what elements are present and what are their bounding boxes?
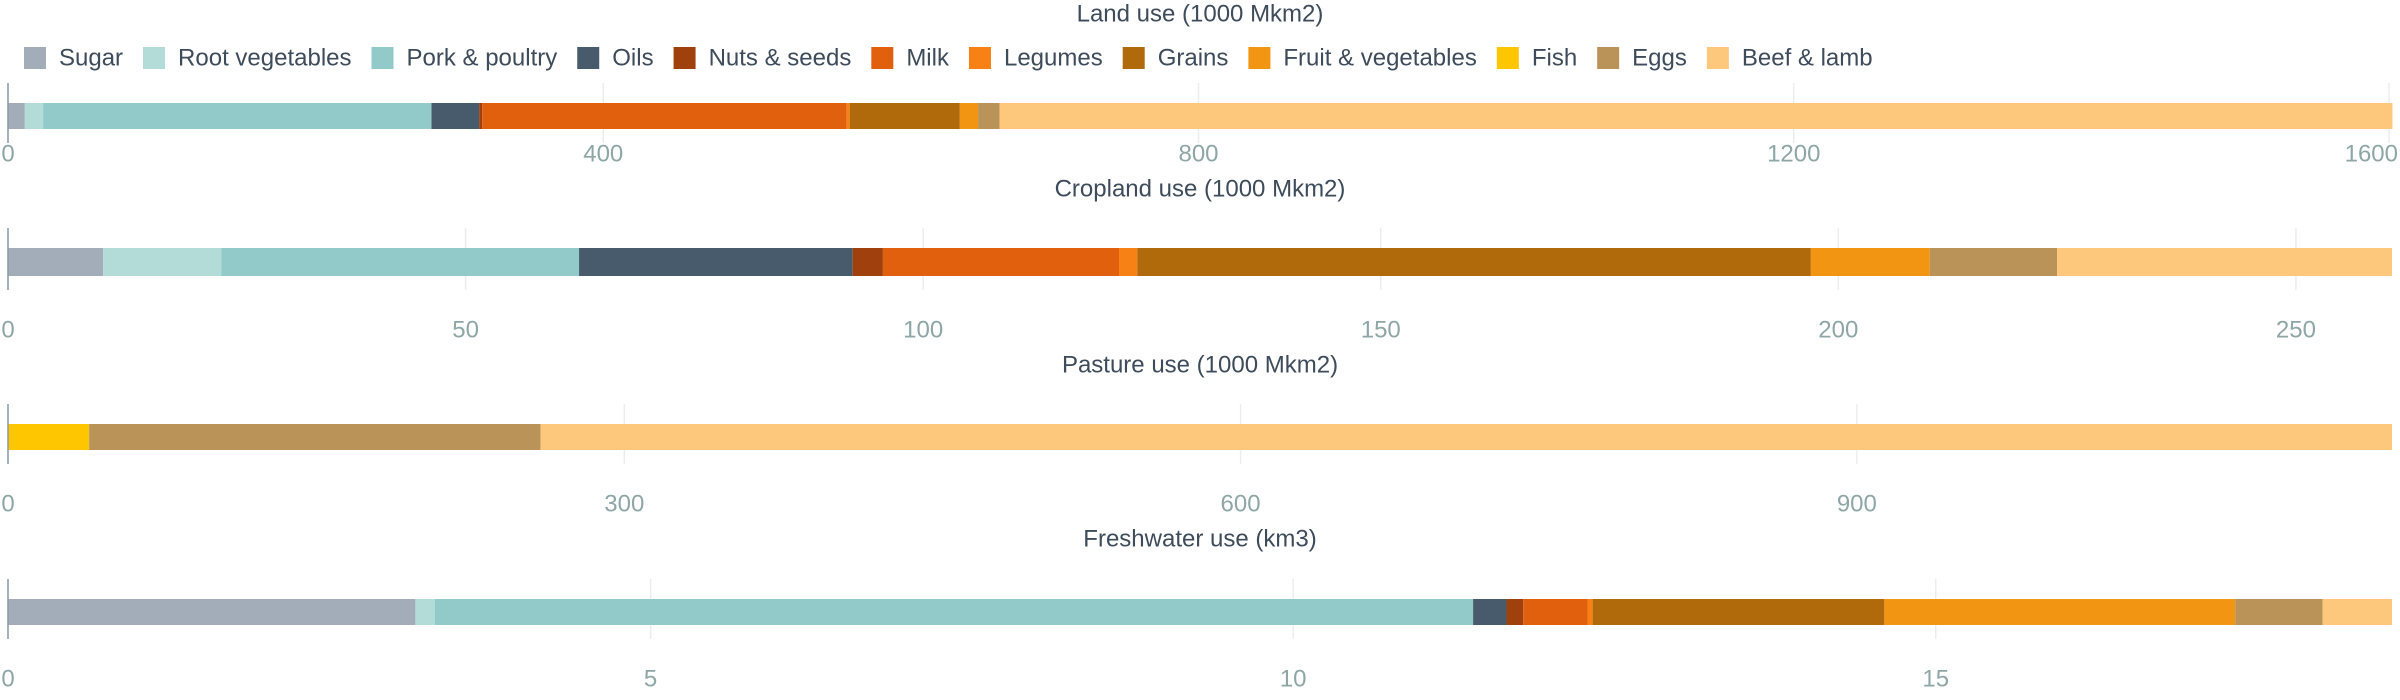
- bar-segment: [2057, 248, 2392, 276]
- chart-title: Cropland use (1000 Mkm2): [1055, 175, 1346, 202]
- bar-segment: [849, 103, 960, 129]
- legend-label: Grains: [1158, 44, 1229, 71]
- legend-label: Sugar: [59, 44, 123, 71]
- x-tick-label: 5: [644, 665, 657, 692]
- legend-swatch: [1597, 47, 1620, 69]
- x-tick-label: 600: [1221, 490, 1261, 517]
- bar-segment: [2322, 599, 2392, 625]
- bar-segment: [1592, 599, 1885, 625]
- bar-segment: [540, 424, 2392, 450]
- x-tick-label: 1600: [2345, 140, 2398, 167]
- legend-swatch: [1496, 47, 1519, 69]
- legend-swatch: [968, 47, 991, 69]
- bar-segment: [24, 103, 44, 129]
- legend-label: Beef & lamb: [1742, 44, 1873, 71]
- bar-segment: [482, 103, 847, 129]
- chart-title: Pasture use (1000 Mkm2): [1062, 351, 1338, 378]
- legend-swatch: [1706, 47, 1729, 69]
- legend-label: Milk: [906, 44, 950, 71]
- bar-segment: [479, 103, 483, 129]
- bar-segment: [852, 248, 883, 276]
- bar-segment: [978, 103, 1000, 129]
- legend-swatch: [1248, 47, 1271, 69]
- x-tick-label: 50: [452, 316, 479, 343]
- legend-label: Pork & poultry: [407, 44, 558, 71]
- x-tick-label: 0: [1, 665, 14, 692]
- bar-segment: [846, 103, 850, 129]
- x-tick-label: 300: [604, 490, 644, 517]
- bar-segment: [1810, 248, 1930, 276]
- bar-segment: [1884, 599, 2236, 625]
- legend-label: Oils: [612, 44, 653, 71]
- bar-segment: [415, 599, 435, 625]
- legend-swatch: [673, 47, 696, 69]
- bar-segment: [8, 103, 25, 129]
- chart-title: Land use (1000 Mkm2): [1077, 0, 1324, 27]
- legend-label: Legumes: [1004, 44, 1103, 71]
- bar-segment: [1119, 248, 1138, 276]
- legend-label: Nuts & seeds: [709, 44, 852, 71]
- legend-swatch: [143, 47, 166, 69]
- x-tick-label: 200: [1818, 316, 1858, 343]
- legend-label: Root vegetables: [178, 44, 351, 71]
- x-tick-label: 250: [2276, 316, 2316, 343]
- bar-segment: [1523, 599, 1588, 625]
- x-tick-label: 150: [1361, 316, 1401, 343]
- bar-segment: [579, 248, 853, 276]
- bar-segment: [8, 248, 104, 276]
- bar-segment: [89, 424, 541, 450]
- bar-segment: [1473, 599, 1507, 625]
- bar-segment: [8, 424, 90, 450]
- bar-segment: [221, 248, 580, 276]
- legend-swatch: [577, 47, 600, 69]
- legend-label: Fruit & vegetables: [1283, 44, 1476, 71]
- bar-segment: [959, 103, 979, 129]
- x-tick-label: 900: [1837, 490, 1877, 517]
- x-tick-label: 0: [1, 316, 14, 343]
- x-tick-label: 0: [1, 490, 14, 517]
- x-tick-label: 1200: [1767, 140, 1820, 167]
- bar-segment: [2235, 599, 2323, 625]
- bar-segment: [999, 103, 2393, 129]
- bar-segment: [431, 103, 480, 129]
- x-tick-label: 400: [583, 140, 623, 167]
- legend-swatch: [24, 47, 46, 69]
- bar-segment: [882, 248, 1120, 276]
- chart-title: Freshwater use (km3): [1083, 525, 1316, 552]
- bar-segment: [1929, 248, 2058, 276]
- x-tick-label: 100: [903, 316, 943, 343]
- bar-segment: [1587, 599, 1593, 625]
- bar-segment: [434, 599, 1474, 625]
- legend-label: Eggs: [1632, 44, 1687, 71]
- x-tick-label: 10: [1280, 665, 1307, 692]
- bar-segment: [1137, 248, 1811, 276]
- bar-segment: [43, 103, 432, 129]
- legend-swatch: [1122, 47, 1145, 69]
- x-tick-label: 0: [1, 140, 14, 167]
- bar-segment: [1506, 599, 1524, 625]
- x-tick-label: 15: [1922, 665, 1949, 692]
- x-tick-label: 800: [1178, 140, 1218, 167]
- legend-swatch: [871, 47, 894, 69]
- bar-segment: [103, 248, 222, 276]
- bar-segment: [8, 599, 416, 625]
- legend-label: Fish: [1532, 44, 1577, 71]
- legend-swatch: [371, 47, 394, 69]
